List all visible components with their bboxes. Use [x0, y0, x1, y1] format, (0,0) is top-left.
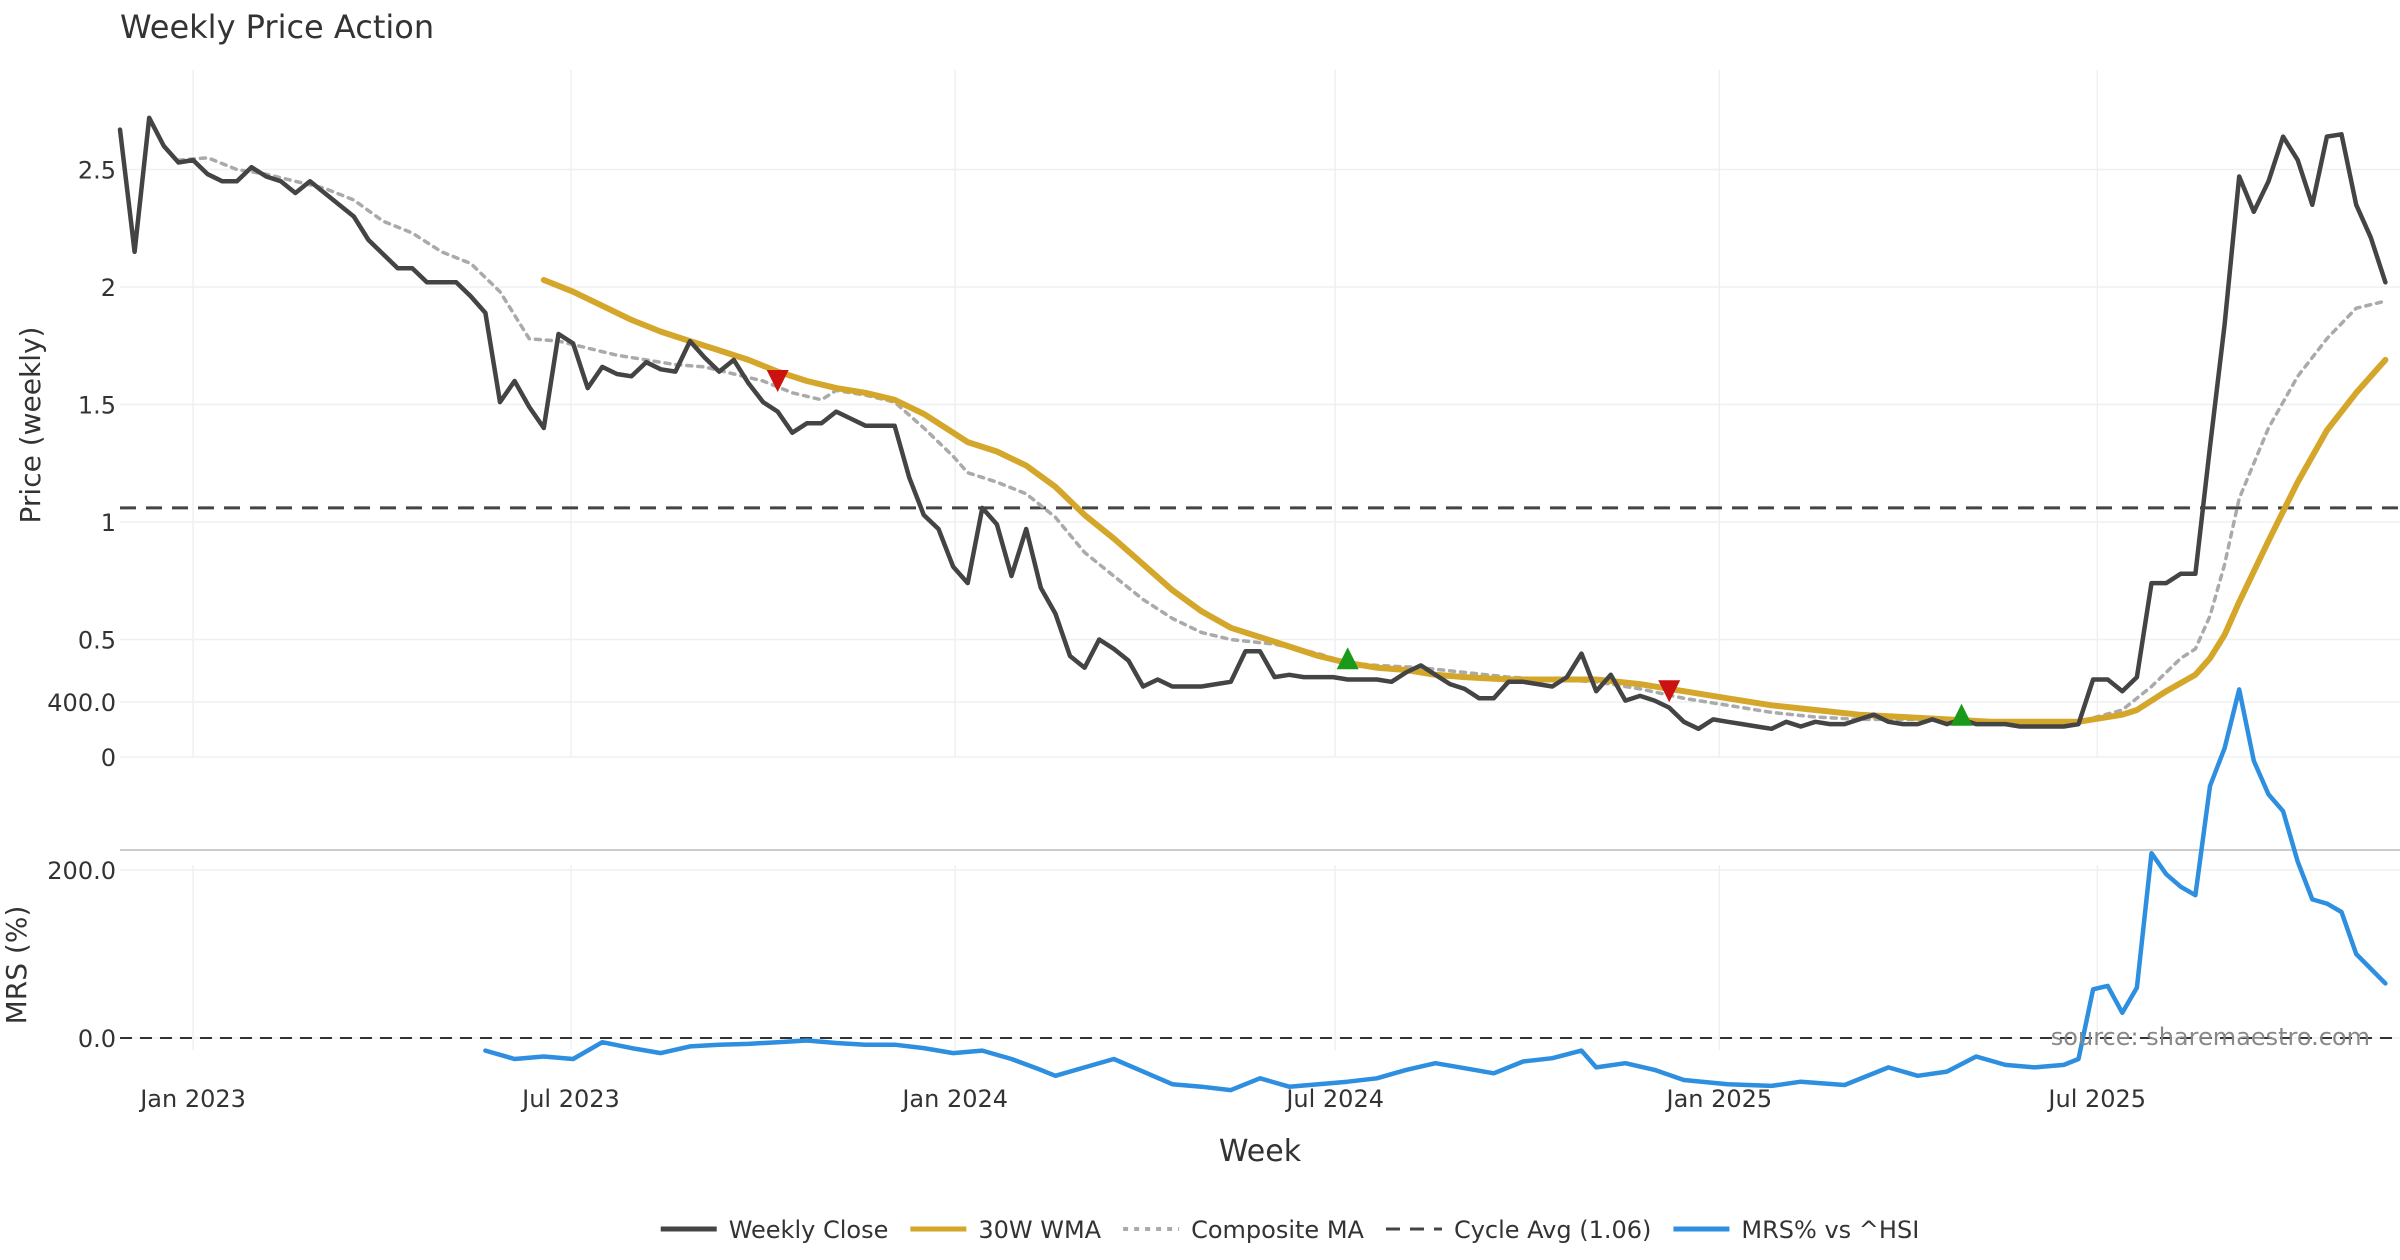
mrs-gridlines [120, 701, 2400, 1050]
price-y-tick-label: 1.5 [78, 392, 116, 420]
sell-signal-marker [766, 370, 789, 392]
chart-title: Weekly Price Action [120, 8, 434, 46]
mrs-y-tick-label: 0.0 [78, 1025, 116, 1053]
x-tick-labels: Jan 2023 Jul 2023 Jan 2024 Jul 2024 Jan 2025… [138, 1085, 2146, 1113]
mrs-y-tick-label: 200.0 [47, 857, 116, 885]
x-tick-label: Jul 2024 [1284, 1085, 1384, 1113]
legend: Weekly Close 30W WMA Composite MA Cycle Avg… [660, 1216, 1919, 1244]
x-tick-label: Jul 2023 [520, 1085, 620, 1113]
source-note: source: sharemaestro.com [2051, 1023, 2370, 1051]
mrs-y-tick-label: 400.0 [47, 689, 116, 717]
mrs-y-tick-labels: 0.0 200.0 400.0 [47, 689, 116, 1053]
buy-signal-marker [1950, 703, 1973, 726]
price-y-tick-label: 0 [101, 744, 116, 772]
series-line-30w-wma [540, 277, 2389, 725]
legend-label: Weekly Close [729, 1216, 889, 1244]
signal-markers [766, 370, 1973, 726]
series-line-mrs [483, 687, 2388, 1093]
mrs-y-axis-label: MRS (%) [0, 906, 33, 1025]
sell-signal-marker [1658, 680, 1681, 703]
price-y-axis-label: Price (weekly) [14, 327, 47, 524]
price-y-tick-label: 2 [101, 274, 116, 302]
x-tick-label: Jul 2025 [2046, 1085, 2146, 1113]
legend-label: Composite MA [1191, 1216, 1364, 1244]
x-tick-label: Jan 2024 [900, 1085, 1008, 1113]
buy-signal-marker [1336, 647, 1359, 670]
price-series-group [117, 115, 2389, 732]
x-tick-label: Jan 2025 [1664, 1085, 1772, 1113]
legend-label: 30W WMA [978, 1216, 1101, 1244]
price-y-tick-label: 0.5 [78, 627, 116, 655]
price-gridlines [120, 70, 2400, 758]
x-tick-label: Jan 2023 [138, 1085, 246, 1113]
x-axis-label: Week [1219, 1134, 1302, 1169]
price-y-tick-label: 2.5 [78, 157, 116, 185]
legend-label: MRS% vs ^HSI [1741, 1216, 1919, 1244]
price-y-tick-labels: 0 0.5 1 1.5 2 2.5 [78, 157, 116, 773]
legend-label: Cycle Avg (1.06) [1454, 1216, 1651, 1244]
series-line-weekly-close [117, 115, 2388, 732]
price-y-tick-label: 1 [101, 509, 116, 537]
mrs-series-group [483, 687, 2388, 1093]
